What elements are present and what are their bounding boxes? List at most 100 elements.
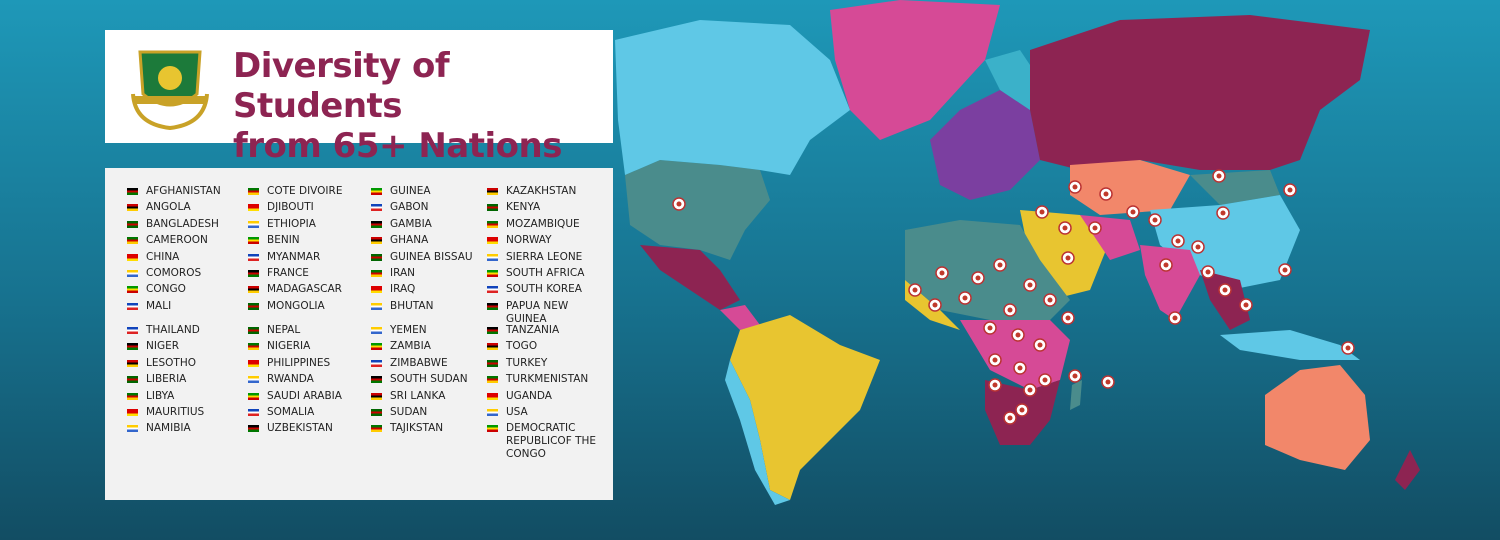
flag-icon: [127, 204, 138, 212]
flag-icon: [487, 425, 498, 433]
canada: [615, 20, 850, 175]
country-name: UZBEKISTAN: [267, 422, 333, 435]
country-name: KENYA: [506, 201, 541, 214]
location-pin: [1033, 338, 1047, 352]
flag-icon: [127, 188, 138, 195]
location-pin: [1068, 180, 1082, 194]
country-name: CONGO: [146, 283, 186, 296]
pin-inner: [932, 302, 938, 308]
location-pin: [1191, 240, 1205, 254]
flag-icon: [487, 302, 498, 310]
pin-inner: [1065, 255, 1071, 261]
location-pin: [1038, 373, 1052, 387]
location-pin: [1201, 265, 1215, 279]
location-pin: [988, 353, 1002, 367]
location-pin: [1068, 369, 1082, 383]
pin-inner: [1017, 365, 1023, 371]
flag-icon: [248, 286, 259, 294]
flag-icon: [487, 392, 498, 400]
location-pin: [1168, 311, 1182, 325]
country-name: YEMEN: [390, 324, 427, 336]
location-pin: [1216, 206, 1230, 220]
flag-icon: [248, 376, 259, 384]
country-name: GUINEA: [390, 185, 431, 197]
central-america: [720, 305, 760, 330]
flag-icon: [371, 425, 382, 433]
flag-icon: [487, 359, 498, 367]
indonesia: [1220, 330, 1360, 360]
country-name: TAJIKSTAN: [390, 422, 444, 435]
flag-icon: [371, 188, 382, 195]
country-name: GUINEA BISSAU: [390, 250, 473, 263]
title-line: from 65+ Nations: [233, 126, 562, 166]
logo-sun: [158, 66, 182, 90]
country-name: DEMOCRATIC REPUBLICOF THE CONGO: [506, 422, 597, 461]
location-pin: [1003, 411, 1017, 425]
country-name: FRANCE: [267, 267, 309, 279]
location-pin: [1239, 298, 1253, 312]
europe: [930, 90, 1040, 200]
pin-inner: [1007, 415, 1013, 421]
location-pin: [1043, 293, 1057, 307]
pin-inner: [987, 325, 993, 331]
country-name: THAILAND: [146, 324, 200, 336]
flag-icon: [248, 220, 259, 228]
location-pin: [1003, 303, 1017, 317]
pin-inner: [1216, 173, 1222, 179]
location-pin: [1218, 283, 1232, 297]
country-name: MOZAMBIQUE: [506, 217, 580, 230]
location-pin: [1061, 311, 1075, 325]
flag-icon: [248, 237, 259, 245]
country-name: CAMEROON: [146, 234, 208, 247]
flag-icon: [371, 220, 382, 228]
flag-icon: [127, 392, 138, 400]
new-zealand: [1395, 450, 1420, 490]
country-name: SOUTH KOREA: [506, 283, 582, 296]
country-name: SRI LANKA: [390, 389, 446, 402]
pin-inner: [1092, 225, 1098, 231]
africa-central: [960, 320, 1070, 390]
pin-inner: [1243, 302, 1249, 308]
africa-north: [905, 220, 1070, 320]
country-name: AFGHANISTAN: [146, 185, 221, 197]
location-pin: [988, 378, 1002, 392]
country-name: COTE DIVOIRE: [267, 185, 343, 197]
flag-icon: [127, 327, 138, 334]
country-name: TOGO: [506, 340, 538, 353]
flag-icon: [487, 188, 498, 195]
country-name: COMOROS: [146, 267, 202, 279]
flag-icon: [127, 425, 138, 433]
flag-icon: [487, 376, 498, 384]
country-name: ZAMBIA: [390, 340, 431, 353]
country-name: GHANA: [390, 234, 429, 247]
southeast-asia: [1200, 270, 1250, 330]
flag-icon: [371, 253, 382, 261]
country-name: USA: [506, 406, 528, 418]
pin-inner: [1065, 315, 1071, 321]
location-pin: [1011, 328, 1025, 342]
country-name: GAMBIA: [390, 217, 432, 230]
pin-inner: [939, 270, 945, 276]
country-name: GABON: [390, 201, 429, 214]
country-name: MADAGASCAR: [267, 283, 342, 296]
flag-icon: [371, 204, 382, 212]
location-pin: [935, 266, 949, 280]
flag-icon: [248, 343, 259, 351]
country-name: SOMALIA: [267, 406, 315, 418]
flag-icon: [127, 237, 138, 245]
pin-inner: [1172, 315, 1178, 321]
india: [1140, 245, 1200, 320]
pin-inner: [1152, 217, 1158, 223]
location-pin: [1101, 375, 1115, 389]
country-name: NEPAL: [267, 324, 301, 336]
country-name: LIBYA: [146, 389, 175, 402]
flag-icon: [371, 376, 382, 384]
logo: [131, 50, 209, 130]
pin-inner: [1015, 332, 1021, 338]
location-pin: [993, 258, 1007, 272]
flag-icon: [248, 253, 259, 261]
pin-inner: [1220, 210, 1226, 216]
flag-icon: [487, 409, 498, 416]
flag-icon: [371, 359, 382, 367]
location-pin: [1088, 221, 1102, 235]
